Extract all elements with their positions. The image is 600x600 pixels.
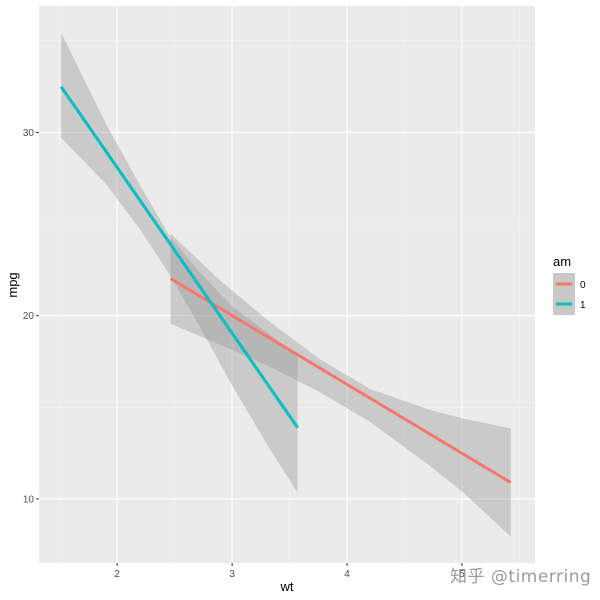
line-am-0 xyxy=(169,277,512,484)
x-axis-title: wt xyxy=(280,579,294,594)
confidence-ribbons xyxy=(61,32,511,537)
y-axis-title: mpg xyxy=(5,272,20,297)
x-tick-label: 5 xyxy=(459,569,465,580)
legend-title: am xyxy=(553,254,571,269)
x-tick-label: 2 xyxy=(114,569,120,580)
minor-gridlines xyxy=(39,6,535,563)
watermark: 知乎 @timerring xyxy=(450,567,592,587)
y-axis: 10 20 30 xyxy=(23,128,39,505)
y-tick-label: 30 xyxy=(23,128,35,139)
plot-panel xyxy=(39,6,535,563)
major-gridlines xyxy=(39,6,535,563)
regression-lines xyxy=(59,85,512,484)
y-tick-label: 20 xyxy=(23,311,35,322)
ribbon-am-0 xyxy=(170,233,511,537)
y-tick-label: 10 xyxy=(23,494,35,505)
legend: am 0 1 xyxy=(553,254,586,315)
legend-label-1: 1 xyxy=(580,300,586,311)
legend-key-background xyxy=(553,273,575,315)
x-axis: 2 3 4 5 xyxy=(114,563,465,580)
line-am-1 xyxy=(59,85,299,429)
ribbon-am-1 xyxy=(61,32,298,493)
x-tick-label: 3 xyxy=(229,569,235,580)
x-tick-label: 4 xyxy=(344,569,350,580)
legend-label-0: 0 xyxy=(580,280,586,291)
